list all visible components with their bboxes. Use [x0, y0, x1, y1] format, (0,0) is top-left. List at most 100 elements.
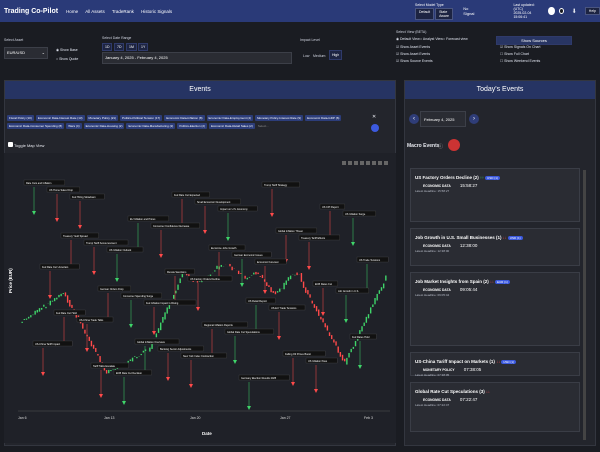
filter-tag[interactable]: Politics-Political Tension (17) — [120, 115, 163, 121]
annotation-box[interactable] — [134, 338, 180, 345]
filter-search-input[interactable]: Select... — [257, 124, 269, 128]
event-chart[interactable]: Jan 6 Jan 13 Jan 20 Jan 27 Feb 3 Date Price (E… — [4, 153, 396, 443]
annotation-box[interactable] — [53, 309, 86, 316]
event-card[interactable]: Job Growth in U.S. Small Businesses (1) … — [410, 228, 580, 266]
show-sources-button[interactable]: Show Sources — [496, 36, 572, 45]
annotation-box[interactable] — [76, 316, 114, 323]
annotation-box[interactable] — [282, 350, 326, 357]
annotation-box[interactable] — [127, 215, 169, 222]
filter-menu-icon[interactable] — [371, 124, 379, 132]
annotation-box[interactable] — [143, 299, 197, 306]
annotation-box[interactable] — [106, 246, 144, 253]
theme-toggle-icon[interactable] — [547, 7, 555, 15]
nav-traderank[interactable]: TradeRank — [111, 8, 134, 14]
nav-all-assets[interactable]: All Assets — [85, 8, 105, 14]
show-source-events-checkbox[interactable]: ☑ Show Source Events — [396, 59, 433, 63]
filter-tag[interactable]: Wars (4) — [66, 123, 82, 129]
view-analyst-radio[interactable]: ○ Analyst View — [420, 37, 443, 41]
clear-filters-icon[interactable]: ✕ — [372, 114, 377, 120]
signals-on-chart-checkbox[interactable]: ☑ Show Signals On Chart — [500, 45, 541, 49]
impact-medium-option[interactable]: Medium — [313, 54, 326, 58]
annotation-box[interactable] — [83, 239, 129, 246]
date-7d-button[interactable]: 7D — [114, 43, 125, 51]
show-asset-events-2-checkbox[interactable]: ☑ Show Asset Events — [396, 52, 431, 56]
annotation-box[interactable] — [201, 321, 248, 328]
filter-tag[interactable]: Economic Data-Inflation (8) — [164, 115, 205, 121]
annotation-box[interactable] — [254, 258, 287, 265]
filter-tag[interactable]: Monetary Policy (21) — [86, 115, 119, 121]
filter-tag[interactable]: Economic Data-Consumer Spending (8) — [7, 123, 65, 129]
annotation-box[interactable] — [349, 333, 377, 340]
nav-home[interactable]: Home — [66, 8, 79, 14]
zoom-out-icon[interactable] — [372, 161, 376, 165]
info-icon[interactable]: ⓘ — [438, 144, 444, 150]
annotation-box[interactable] — [97, 285, 131, 292]
annotation-box[interactable] — [319, 203, 345, 210]
view-forecast-radio[interactable]: ○ Forecast view — [443, 37, 468, 41]
reset-icon[interactable] — [384, 161, 388, 165]
date-range-input[interactable]: January 4, 2025 - February 4, 2025 — [102, 52, 292, 64]
filter-tag[interactable]: Monetary Policy-Interest Rate (9) — [255, 115, 304, 121]
event-filters[interactable]: Fiscal Policy (10) Economic Data-Interest… — [6, 114, 388, 136]
currency-badge[interactable]: EUR (1) — [495, 280, 510, 284]
annotation-box[interactable] — [46, 186, 80, 193]
filter-tag[interactable]: Economic Data-GDP (6) — [305, 115, 342, 121]
impact-high-option[interactable]: High — [329, 50, 343, 60]
annotation-box[interactable] — [120, 292, 162, 299]
annotation-box[interactable] — [298, 234, 340, 241]
filter-tag[interactable]: Fiscal Policy (10) — [7, 115, 34, 121]
event-card[interactable]: Job Market Insights from Spain (2) ↓↓ EU… — [410, 272, 580, 346]
next-date-button[interactable]: › — [469, 114, 479, 124]
currency-badge[interactable]: USD (1) — [501, 360, 517, 364]
filter-tag[interactable]: Economic Data-Interest Rate (13) — [35, 115, 85, 121]
zoom-in-icon[interactable] — [366, 161, 370, 165]
zoom-icon[interactable] — [348, 161, 352, 165]
annotation-box[interactable] — [261, 181, 300, 188]
download-icon[interactable]: ⬇ — [571, 8, 577, 15]
filter-tag[interactable]: Economic Data-Retail Sales (2) — [209, 123, 255, 129]
toggle-checkbox[interactable] — [8, 142, 13, 147]
date-1d-button[interactable]: 1D — [102, 43, 113, 51]
filter-tag[interactable]: Economic Data-Manufacturing (2) — [126, 123, 176, 129]
annotation-box[interactable] — [194, 198, 241, 205]
currency-badge[interactable]: USD (1) — [485, 176, 500, 180]
moon-icon[interactable] — [558, 8, 564, 14]
annotation-box[interactable] — [113, 369, 152, 376]
model-state-aware-button[interactable]: State Aware — [435, 7, 454, 20]
annotation-box[interactable] — [157, 345, 204, 352]
annotation-box[interactable] — [224, 328, 274, 335]
annotation-box[interactable] — [275, 227, 317, 234]
select-icon[interactable] — [360, 161, 364, 165]
annotation-box[interactable] — [23, 179, 65, 186]
camera-icon[interactable] — [342, 161, 346, 165]
annotation-box[interactable] — [69, 193, 105, 200]
annotation-box[interactable] — [335, 287, 369, 294]
annotation-box[interactable] — [90, 362, 129, 369]
annotation-box[interactable] — [150, 222, 200, 229]
annotation-box[interactable] — [32, 340, 73, 347]
annotation-box[interactable] — [217, 205, 258, 212]
event-card[interactable]: Global Rate Cut Speculations (3) ↓↓ ECON… — [410, 382, 580, 432]
show-asset-events-checkbox[interactable]: ☑ Show Asset Events — [396, 45, 431, 49]
annotation-box[interactable] — [171, 191, 210, 198]
weekend-events-checkbox[interactable]: ☐ Show Weekend Events — [500, 59, 541, 63]
annotation-box[interactable] — [268, 304, 306, 311]
price-chart-svg[interactable]: Jan 6 Jan 13 Jan 20 Jan 27 Feb 3 Date Price (E… — [4, 153, 396, 443]
annotation-box[interactable] — [238, 374, 290, 381]
filter-tag[interactable]: Economic Data-Employment (4) — [206, 115, 254, 121]
show-quote-radio[interactable]: ○ Show Quote — [56, 57, 79, 61]
pan-icon[interactable] — [354, 161, 358, 165]
filter-tag[interactable]: Politics-Election (2) — [177, 123, 207, 129]
annotation-box[interactable] — [164, 268, 195, 275]
annotation-box[interactable] — [245, 297, 276, 304]
view-default-radio[interactable]: ◉ Default View — [396, 37, 420, 41]
annotation-box[interactable] — [305, 357, 338, 364]
today-date-input[interactable]: February 4, 2025 — [420, 111, 466, 127]
date-1m-button[interactable]: 1M — [126, 43, 137, 51]
annotation-box[interactable] — [356, 256, 389, 263]
model-default-button[interactable]: Default — [415, 7, 435, 20]
currency-badge[interactable]: USD (1) — [507, 236, 523, 240]
annotation-box[interactable] — [39, 263, 80, 270]
nav-historic-signals[interactable]: Historic Signals — [141, 8, 173, 14]
annotation-box[interactable] — [208, 244, 246, 251]
